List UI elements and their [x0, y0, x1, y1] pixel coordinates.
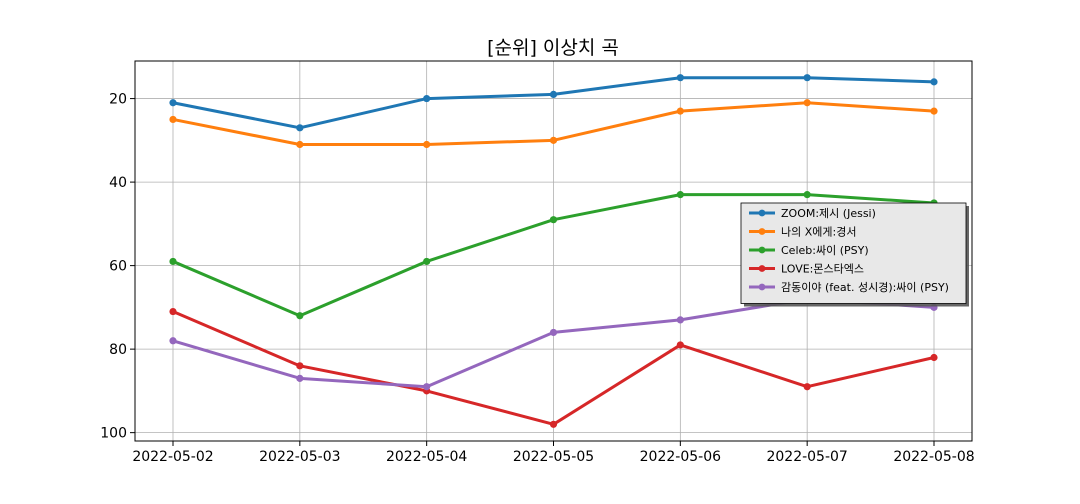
x-tick-label: 2022-05-02	[132, 449, 213, 465]
data-point	[803, 74, 811, 82]
data-point	[549, 328, 558, 337]
legend-marker	[758, 283, 766, 291]
legend-entry: ZOOM:제시 (Jessi)	[749, 207, 876, 220]
chart-title: [순위] 이상치 곡	[487, 37, 619, 59]
y-tick-label: 100	[100, 426, 127, 442]
data-point	[803, 99, 811, 107]
data-point	[930, 78, 938, 86]
data-point	[169, 99, 177, 107]
data-point	[803, 383, 811, 391]
legend-entry: Celeb:싸이 (PSY)	[749, 244, 869, 257]
data-point	[169, 257, 177, 266]
y-tick-label: 40	[109, 175, 127, 191]
data-point	[169, 337, 177, 345]
legend-entry: 나의 X에게:경서	[749, 226, 856, 239]
series-2	[169, 99, 938, 149]
y-tick-label: 60	[109, 259, 127, 275]
series-4	[169, 307, 938, 428]
legend-label: 나의 X에게:경서	[781, 226, 856, 239]
data-point	[803, 191, 811, 199]
data-point	[423, 140, 431, 149]
data-point	[296, 374, 304, 382]
legend-marker	[758, 228, 766, 235]
data-point	[296, 140, 304, 149]
data-point	[549, 420, 558, 428]
legend-entry: 감동이야 (feat. 성시경):싸이 (PSY)	[749, 281, 949, 294]
y-axis: 20 40 60 80 100	[100, 92, 135, 442]
legend: ZOOM:제시 (Jessi) 나의 X에게:경서 Celeb:싸이 (PSY) LO…	[740, 202, 969, 307]
data-point	[296, 362, 304, 370]
legend-label: 감동이야 (feat. 성시경):싸이 (PSY)	[781, 281, 949, 294]
data-point	[549, 216, 558, 224]
data-point	[423, 94, 431, 103]
data-point	[296, 312, 304, 320]
y-tick-label: 80	[109, 342, 127, 358]
data-point	[296, 124, 304, 132]
legend-label: ZOOM:제시 (Jessi)	[781, 207, 876, 220]
x-tick-label: 2022-05-07	[766, 449, 847, 465]
x-tick-label: 2022-05-08	[893, 449, 974, 465]
legend-entry: LOVE:몬스타엑스	[749, 263, 864, 276]
data-point	[423, 257, 431, 266]
data-point	[169, 115, 177, 124]
data-point	[676, 74, 684, 82]
data-point	[676, 191, 684, 199]
data-point	[676, 341, 684, 349]
data-point	[549, 136, 558, 144]
data-point	[676, 316, 684, 324]
data-point	[169, 307, 177, 316]
data-point	[549, 90, 558, 99]
data-point	[676, 107, 684, 115]
x-tick-label: 2022-05-03	[259, 449, 340, 465]
x-tick-label: 2022-05-04	[386, 449, 467, 465]
legend-marker	[758, 265, 766, 272]
x-axis: 2022-05-02 2022-05-03 2022-05-04 2022-05-05…	[132, 441, 975, 465]
data-point	[423, 383, 431, 391]
legend-label: LOVE:몬스타엑스	[781, 263, 864, 276]
legend-marker	[758, 246, 766, 254]
legend-marker	[758, 209, 766, 217]
data-point	[930, 353, 938, 362]
x-tick-label: 2022-05-06	[640, 449, 721, 465]
series-1	[169, 74, 938, 132]
data-point	[930, 107, 938, 115]
y-tick-label: 20	[109, 92, 127, 108]
legend-box	[740, 202, 967, 304]
x-tick-label: 2022-05-05	[513, 449, 594, 465]
legend-label: Celeb:싸이 (PSY)	[781, 244, 869, 257]
